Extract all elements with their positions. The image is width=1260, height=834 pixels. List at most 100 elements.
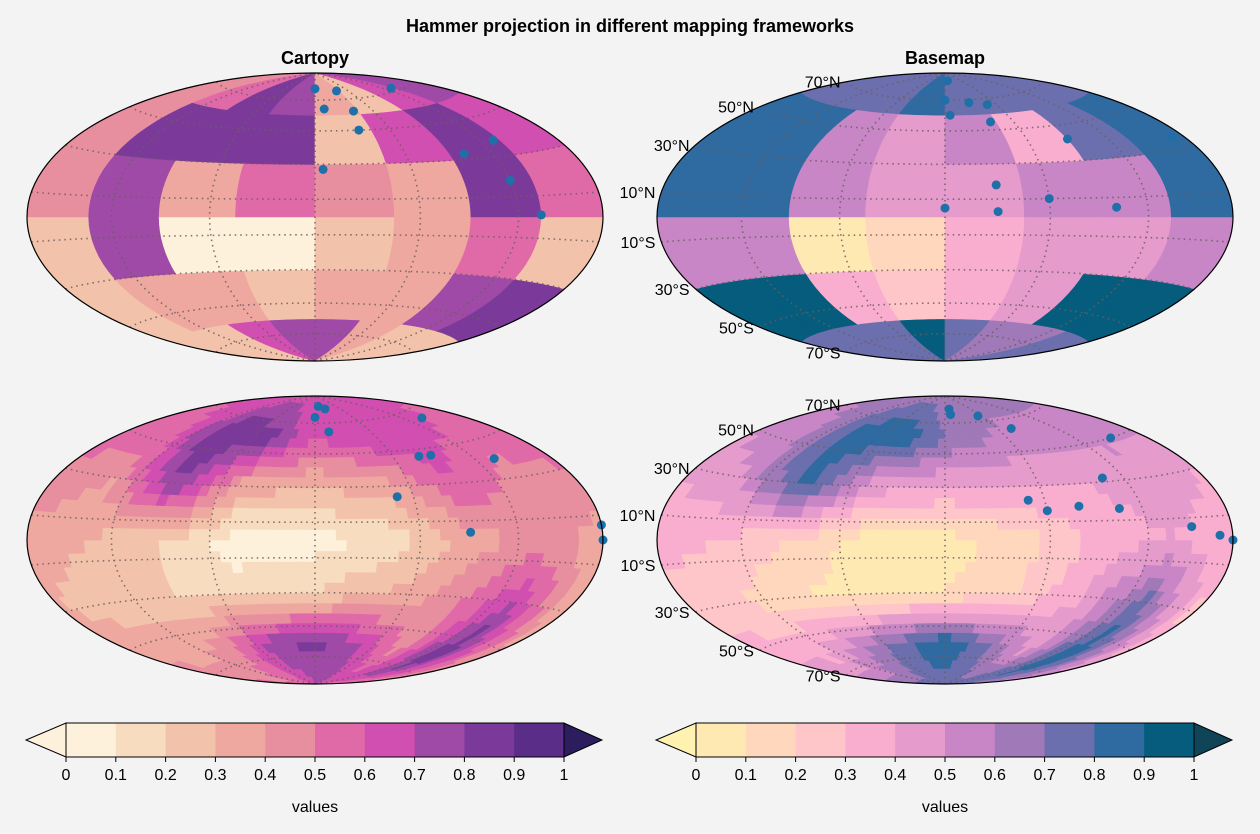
lat-tick-label: 10°N [620, 185, 656, 202]
grid-cell [235, 162, 316, 218]
contour-cell [1049, 539, 1062, 552]
contour-cell [986, 539, 999, 552]
contour-cell [178, 539, 191, 552]
contour-cell [66, 526, 78, 541]
colorbar-tick-label: 0.7 [403, 767, 425, 784]
contour-cell [365, 561, 379, 573]
contour-cell [282, 539, 295, 552]
contour-cell [903, 571, 916, 584]
contour-cell [696, 526, 708, 541]
contour-cell [976, 539, 989, 552]
contour-cell [925, 592, 937, 604]
colorbar-segment [66, 723, 117, 757]
colorbar-segment [845, 723, 896, 757]
contour-cell [839, 528, 851, 541]
contour-cell [860, 550, 873, 563]
meridian [208, 396, 316, 684]
colorbar-tick-label: 0.6 [984, 767, 1006, 784]
lat-tick-label: 30°S [655, 282, 690, 299]
contour-cell [778, 527, 791, 541]
contour-cell [975, 550, 988, 562]
contour-cell [306, 612, 316, 624]
contour-cell [923, 518, 935, 530]
colorbar-tick-label: 0.5 [934, 767, 956, 784]
contour-cell [906, 592, 919, 604]
contour-cell [219, 528, 232, 541]
colorbar-label: values [292, 799, 338, 816]
meridian [314, 73, 520, 361]
colorbar-tick-label: 0.3 [204, 767, 226, 784]
contour-cell [1039, 539, 1051, 552]
meridian [314, 396, 520, 684]
contour-cell [934, 486, 946, 499]
contour-cell [917, 466, 929, 478]
contour-cell [199, 517, 212, 530]
grid-cell [158, 159, 245, 218]
contour-cell [409, 528, 421, 541]
contour-cell [935, 602, 946, 614]
contour-cell [903, 496, 916, 509]
contour-cell [449, 528, 462, 541]
contour-cell [934, 592, 946, 604]
parallel [31, 556, 599, 566]
contour-cell [314, 497, 326, 509]
contour-cell [293, 518, 305, 530]
contour-cell [189, 550, 202, 563]
contour-cell [705, 526, 716, 541]
scatter-point [466, 527, 476, 537]
contour-cell [251, 550, 264, 562]
parallel [661, 191, 1229, 201]
contour-cell [808, 539, 821, 552]
contour-cell [870, 550, 883, 563]
contour-cell [759, 539, 771, 553]
contour-cell [892, 560, 905, 573]
contour-cell [1119, 527, 1131, 541]
colorbar-tick-label: 0.8 [453, 767, 475, 784]
scatter-point [986, 117, 995, 127]
contour-cell [1128, 527, 1140, 541]
contour-cell [303, 528, 316, 541]
lat-tick-label: 10°S [621, 235, 656, 252]
grid-cell [865, 216, 946, 272]
contour-cell [314, 507, 326, 520]
contour-cell [986, 518, 999, 530]
contour-cell [1008, 539, 1020, 552]
contour-cell [964, 571, 977, 583]
scatter-point [1074, 501, 1084, 511]
contour-cell [923, 560, 936, 573]
colorbar-segment [1144, 723, 1195, 757]
colorbar-segment [265, 723, 316, 757]
contour-cell [439, 539, 452, 552]
contour-cell [314, 612, 324, 624]
lat-tick-label: 10°N [620, 508, 656, 525]
contour-cell [229, 528, 242, 541]
contour-cell [489, 527, 501, 541]
contour-cell [271, 528, 284, 541]
colorbar-tick-label: 0 [692, 767, 701, 784]
parallel [31, 514, 599, 524]
colorbar-segment [745, 723, 797, 757]
contour-cell [944, 456, 954, 468]
contour-cell [272, 561, 285, 573]
grid-cell [1015, 216, 1102, 275]
map-basemap-contourf: 70°N 50°N 30°N 10°N 10°S 30°S 50°S 70°S [620, 395, 1238, 685]
contour-cell [937, 437, 946, 448]
lat-tick-label: 30°S [655, 605, 690, 622]
contour-cell [975, 561, 988, 573]
scatter-point [536, 210, 546, 220]
grid-cell [1015, 159, 1102, 218]
parallel [129, 302, 501, 328]
contour-cell [517, 539, 529, 553]
contour-cell [324, 571, 336, 583]
contour-cell [955, 539, 967, 552]
parallel [845, 81, 1045, 101]
colorbar-segment [414, 723, 465, 757]
contour-cell [965, 507, 977, 520]
contour-cell [1017, 550, 1030, 563]
meridian [314, 396, 422, 684]
contour-cell [240, 539, 252, 552]
contour-cell [439, 528, 452, 541]
scatter-point [1106, 433, 1116, 443]
contour-cell [429, 528, 442, 541]
